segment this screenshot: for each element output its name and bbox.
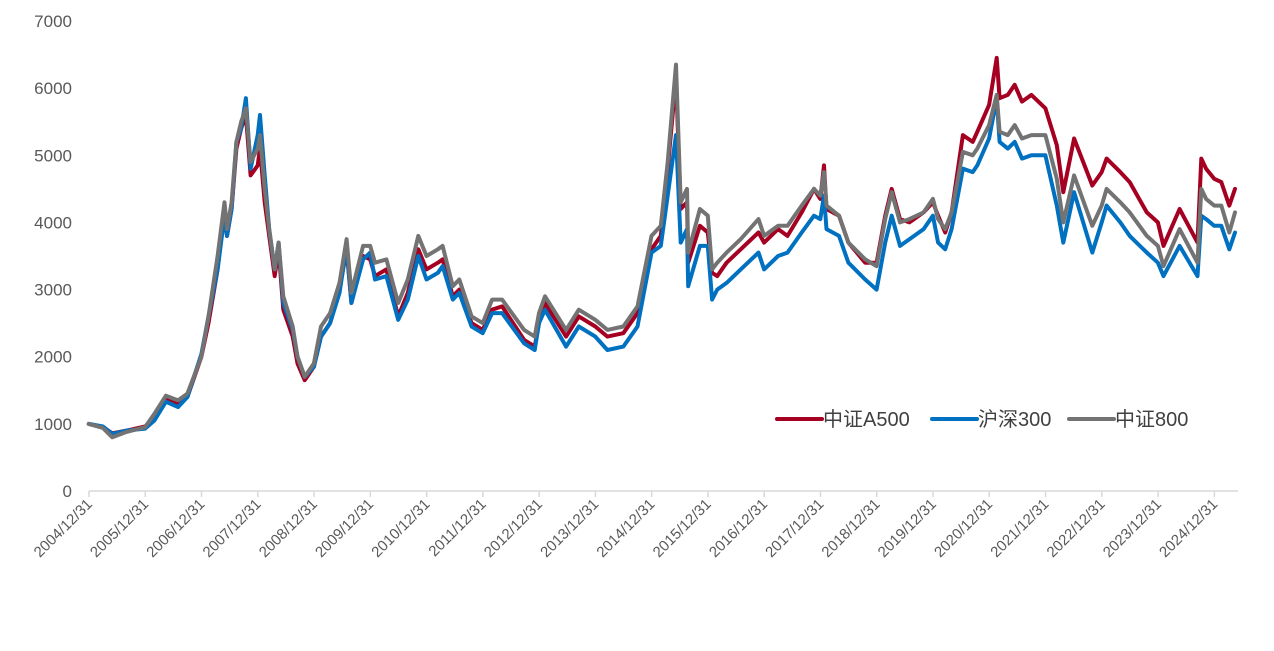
series-layer — [86, 55, 1237, 440]
x-tick-label: 2004/12/31 — [31, 496, 96, 561]
x-tick-label: 2012/12/31 — [481, 496, 546, 561]
y-tick-label: 7000 — [34, 12, 72, 31]
x-tick-label: 2023/12/31 — [1100, 496, 1165, 561]
x-tick-label: 2018/12/31 — [818, 496, 883, 561]
x-axis-ticks: 2004/12/312005/12/312006/12/312007/12/31… — [31, 491, 1221, 561]
y-tick-label: 4000 — [34, 213, 72, 232]
x-tick-label: 2010/12/31 — [368, 496, 433, 561]
y-tick-label: 0 — [63, 482, 72, 501]
x-tick-label: 2011/12/31 — [425, 496, 489, 560]
x-tick-label: 2019/12/31 — [875, 496, 940, 561]
x-tick-label: 2005/12/31 — [87, 496, 152, 561]
legend-label: 沪深300 — [978, 408, 1051, 431]
x-tick-label: 2024/12/31 — [1156, 496, 1221, 561]
y-axis-ticks: 0 1000 2000 3000 4000 5000 6000 7000 — [34, 12, 72, 501]
x-tick-label: 2014/12/31 — [593, 496, 658, 561]
y-tick-label: 2000 — [34, 348, 72, 367]
legend-label: 中证800 — [1115, 408, 1188, 431]
legend-label: 中证A500 — [823, 408, 910, 431]
y-tick-label: 1000 — [34, 415, 72, 434]
series-line — [86, 62, 1237, 440]
y-tick-label: 6000 — [34, 79, 72, 98]
y-tick-label: 5000 — [34, 146, 72, 165]
x-tick-label: 2016/12/31 — [706, 496, 771, 561]
x-tick-label: 2022/12/31 — [1044, 496, 1109, 561]
x-tick-label: 2015/12/31 — [650, 496, 715, 561]
y-tick-label: 3000 — [34, 281, 72, 300]
x-tick-label: 2009/12/31 — [312, 496, 377, 561]
x-tick-label: 2006/12/31 — [143, 496, 208, 561]
x-tick-label: 2020/12/31 — [931, 496, 996, 561]
x-tick-label: 2013/12/31 — [537, 496, 602, 561]
x-tick-label: 2008/12/31 — [256, 496, 321, 561]
x-tick-label: 2021/12/31 — [987, 496, 1052, 561]
x-tick-label: 2017/12/31 — [762, 496, 827, 561]
legend: 中证A500 沪深300 中证800 — [775, 408, 1188, 431]
x-tick-label: 2007/12/31 — [200, 496, 265, 561]
